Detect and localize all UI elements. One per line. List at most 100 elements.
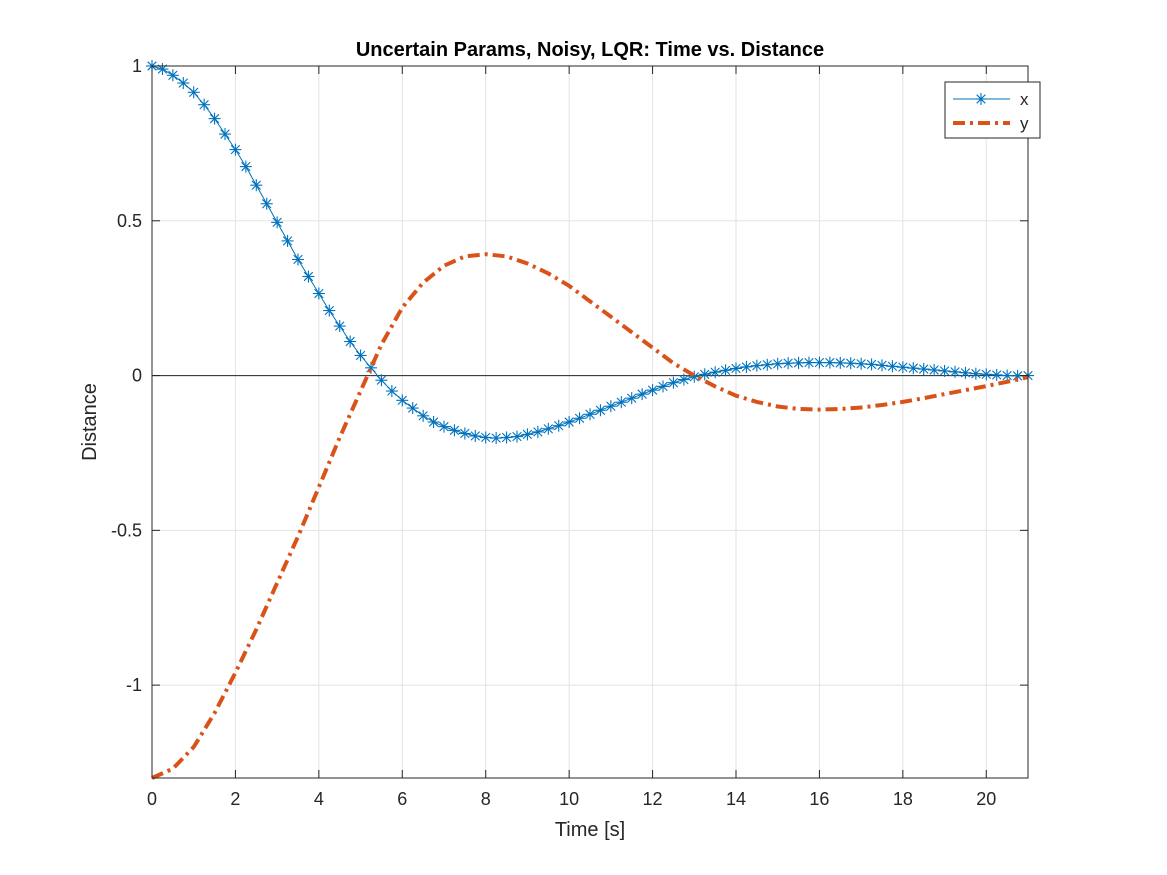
data-point-x — [375, 374, 388, 387]
data-point-x — [208, 112, 221, 125]
data-point-x — [792, 356, 805, 369]
data-point-x — [625, 392, 638, 405]
x-tick-label: 18 — [893, 789, 913, 809]
data-point-x — [1001, 369, 1014, 382]
data-point-x — [271, 216, 284, 229]
x-tick-label: 16 — [809, 789, 829, 809]
legend-asterisk-x — [975, 93, 987, 105]
plot-frame — [151, 65, 1029, 779]
data-point-x — [490, 432, 503, 445]
data-point-x — [177, 77, 190, 90]
data-point-x — [667, 376, 680, 389]
data-point-x — [761, 358, 774, 371]
data-point-x — [834, 356, 847, 369]
data-point-x — [531, 425, 544, 438]
chart-title: Uncertain Params, Noisy, LQR: Time vs. D… — [356, 39, 824, 61]
data-point-x — [750, 359, 763, 372]
data-point-x — [458, 427, 471, 440]
data-point-x — [782, 357, 795, 370]
data-point-x — [969, 367, 982, 380]
data-point-x — [511, 430, 523, 443]
data-point-x — [260, 197, 273, 210]
legend-label-y: y — [1020, 114, 1029, 133]
data-point-x — [333, 320, 346, 333]
data-point-x — [771, 357, 784, 370]
data-point-x — [312, 287, 325, 300]
data-point-x — [302, 270, 315, 283]
series-line-y — [151, 252, 1029, 780]
data-point-x — [636, 388, 649, 401]
x-axis-label: Time [s] — [555, 819, 625, 841]
data-point-x — [740, 360, 753, 373]
data-point-x — [677, 373, 690, 386]
data-point-x — [239, 160, 252, 173]
data-point-x — [855, 357, 868, 370]
y-axis-label: Distance — [79, 383, 101, 461]
data-point-x — [406, 402, 419, 415]
data-point-x — [552, 419, 565, 432]
data-point-x — [594, 404, 607, 417]
data-point-x — [344, 335, 357, 348]
data-point-x — [438, 420, 450, 433]
legend-marker-x — [975, 93, 987, 105]
series-layer — [146, 60, 1034, 780]
data-point-x — [698, 368, 711, 381]
data-point-x — [479, 431, 492, 444]
legend-entry-y[interactable]: y — [953, 114, 1029, 133]
data-point-x — [949, 365, 961, 378]
data-point-x — [323, 304, 336, 317]
y-tick-label: -0.5 — [111, 520, 142, 540]
x-tick-label: 8 — [481, 789, 491, 809]
x-tick-label: 20 — [976, 789, 996, 809]
data-point-x — [657, 380, 669, 393]
data-point-x — [292, 253, 304, 266]
data-point-x — [166, 69, 179, 82]
data-point-x — [730, 362, 742, 375]
data-point-x — [573, 412, 586, 425]
legend-entry-x[interactable]: x — [953, 90, 1029, 109]
y-tick-label: -1 — [126, 675, 142, 695]
data-point-x — [823, 356, 836, 369]
data-point-x — [844, 357, 857, 370]
data-point-x — [865, 358, 878, 371]
data-point-x — [886, 360, 899, 373]
data-point-x — [427, 416, 440, 428]
data-point-x — [500, 431, 513, 444]
data-point-x — [813, 356, 826, 369]
y-tick-label: 1 — [132, 56, 142, 76]
data-point-x — [198, 98, 211, 111]
x-tick-label: 6 — [397, 789, 407, 809]
data-point-x — [646, 384, 659, 397]
x-tick-label: 2 — [230, 789, 240, 809]
data-point-x — [584, 408, 596, 421]
legend-box — [944, 81, 1041, 139]
data-point-x — [396, 394, 409, 407]
data-point-x — [876, 359, 888, 372]
x-tick-label: 0 — [147, 789, 157, 809]
data-point-x — [719, 364, 732, 377]
data-point-x — [896, 361, 909, 374]
data-point-x — [563, 416, 576, 428]
tick-labels: 0 2 4 6 8 10 12 14 16 18 20 -1 -0.5 0 0.5 1 — [111, 56, 996, 809]
plot-area — [152, 66, 1028, 778]
data-point-x — [907, 362, 920, 375]
data-point-x — [187, 86, 200, 99]
data-point-x — [156, 63, 169, 76]
data-point-x — [229, 143, 242, 156]
x-tick-label: 14 — [726, 789, 746, 809]
y-tick-label: 0 — [132, 366, 142, 386]
data-point-x — [615, 396, 628, 409]
data-point-x — [709, 366, 722, 379]
data-point-x — [354, 349, 367, 362]
x-tick-label: 10 — [559, 789, 579, 809]
legend[interactable]: x y — [944, 81, 1041, 139]
data-point-x — [521, 428, 534, 441]
data-point-x — [250, 179, 263, 192]
data-point-x — [938, 364, 951, 377]
axis-ticks — [151, 65, 1028, 778]
data-point-x — [928, 363, 941, 376]
data-point-x — [281, 234, 294, 247]
data-point-x — [385, 385, 398, 398]
data-point-x — [917, 363, 930, 376]
